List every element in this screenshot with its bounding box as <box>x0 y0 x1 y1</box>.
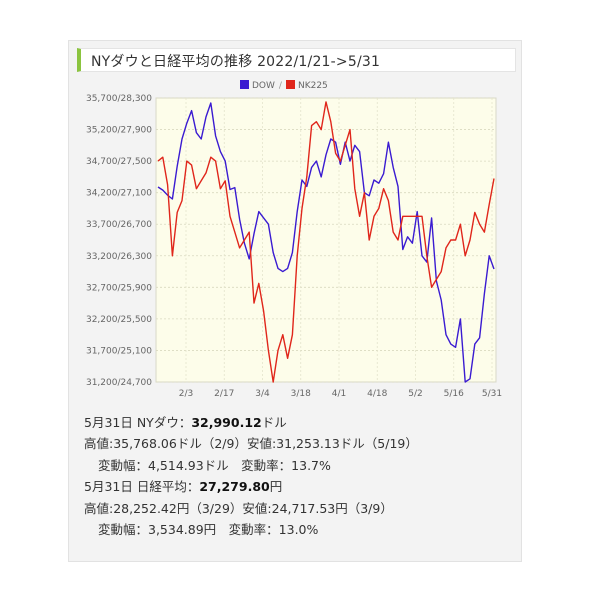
x-tick-label: 5/2 <box>408 389 422 399</box>
x-tick-label: 4/1 <box>332 389 346 399</box>
nk-range-row: 高値:28,252.42円（3/29）安値:24,717.53円（3/9） <box>84 500 393 516</box>
nk-close-unit: 円 <box>269 479 283 495</box>
x-tick-label: 2/17 <box>214 389 234 399</box>
legend-swatch-nk225 <box>285 80 295 89</box>
legend-swatch-dow <box>240 80 249 89</box>
legend-label-nk225: NK225 <box>297 81 328 91</box>
y-tick-label: 34,700/27,500 <box>86 157 152 167</box>
x-tick-label: 2/3 <box>179 389 193 399</box>
dow-close-row: 5月31日 NYダウ：32,990.12ドル <box>84 412 418 433</box>
dow-change-row: 変動幅：4,514.93ドル 変動率：13.7% <box>98 457 331 473</box>
y-tick-label: 31,200/24,700 <box>86 378 152 388</box>
dow-close-value: 32,990.12 <box>191 415 262 430</box>
chart-title: NYダウと日経平均の推移 2022/1/21->5/31 <box>91 54 381 70</box>
series-line-nk225 <box>157 101 495 383</box>
series-line-dow <box>157 102 495 383</box>
y-tick-label: 32,700/25,900 <box>86 283 152 293</box>
y-tick-label: 32,200/25,500 <box>86 315 152 325</box>
x-tick-label: 3/18 <box>291 389 311 399</box>
y-tick-label: 34,200/27,100 <box>86 189 152 199</box>
dow-close-unit: ドル <box>261 415 287 430</box>
y-tick-label: 33,700/26,700 <box>86 220 152 230</box>
y-tick-label: 35,200/27,900 <box>86 126 152 136</box>
dow-range-row: 高値:35,768.06ドル（2/9）安値:31,253.13ドル（5/19） <box>84 436 418 452</box>
x-tick-label: 5/31 <box>482 389 502 399</box>
legend-separator: / <box>278 81 282 91</box>
x-tick-label: 5/16 <box>444 389 464 399</box>
nk-close-label: 5月31日 日経平均： <box>84 479 200 495</box>
plot-area <box>155 97 497 383</box>
title-bar: NYダウと日経平均の推移 2022/1/21->5/31 <box>77 48 516 72</box>
line-chart: 35,700/28,300 35,200/27,900 34,700/27,500 3… <box>86 94 502 399</box>
legend: DOW / NK225 <box>240 80 328 92</box>
nk-close-row: 5月31日 日経平均：27,279.80円 <box>84 476 418 497</box>
x-tick-label: 3/4 <box>255 389 270 399</box>
y-tick-label: 35,700/28,300 <box>86 94 152 104</box>
stats-block: 5月31日 NYダウ：32,990.12ドル 高値:35,768.06ドル（2/… <box>84 412 418 540</box>
legend-label-dow: DOW <box>252 81 275 91</box>
y-tick-label: 31,700/25,100 <box>86 346 152 356</box>
nk-change-row: 変動幅：3,534.89円 変動率：13.0% <box>98 522 319 538</box>
dow-close-label: 5月31日 NYダウ： <box>84 415 192 430</box>
x-tick-label: 4/18 <box>367 389 387 399</box>
nk-close-value: 27,279.80 <box>199 479 270 495</box>
y-tick-label: 33,200/26,300 <box>86 252 152 262</box>
